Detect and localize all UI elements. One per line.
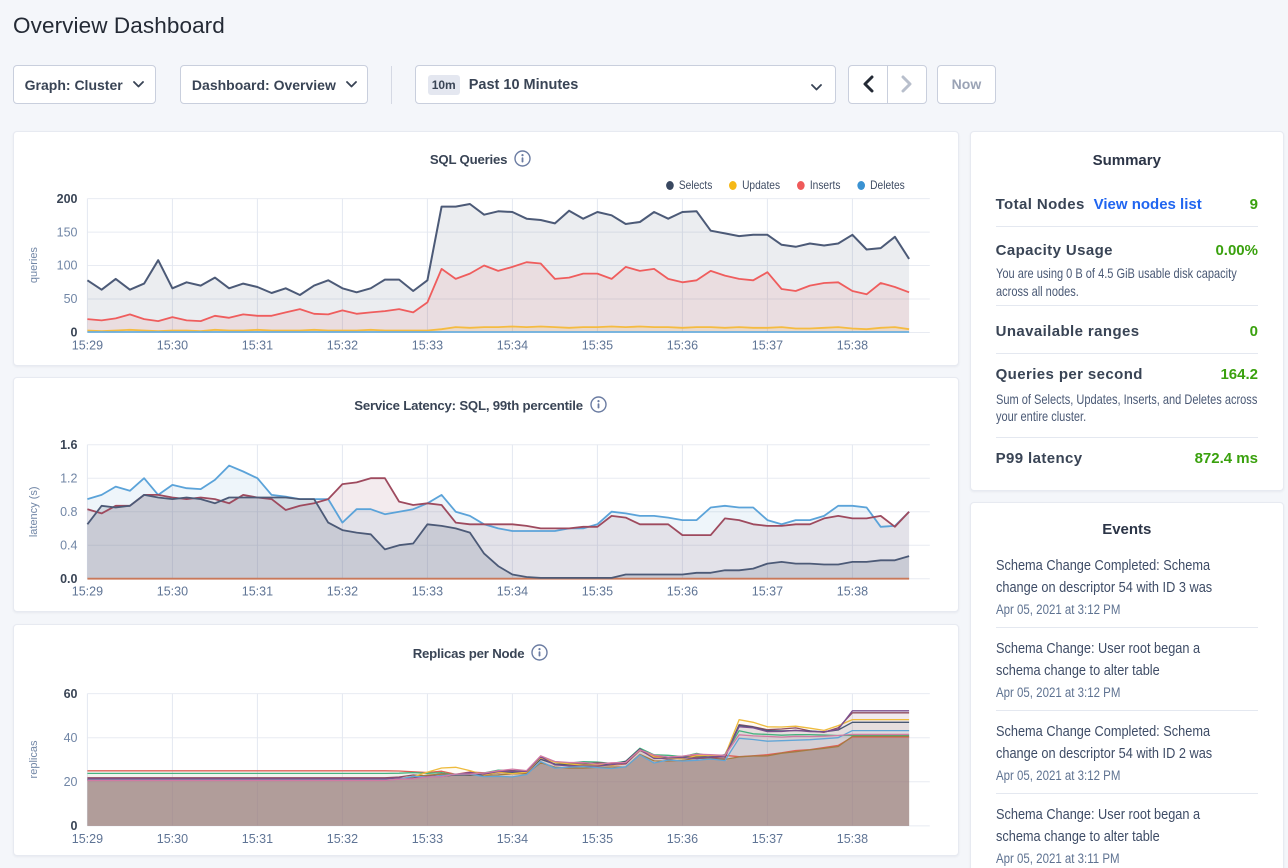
svg-text:200: 200 bbox=[56, 192, 77, 206]
svg-text:15:35: 15:35 bbox=[581, 585, 612, 599]
svg-text:15:29: 15:29 bbox=[71, 831, 102, 845]
svg-text:15:36: 15:36 bbox=[666, 831, 697, 845]
svg-text:15:36: 15:36 bbox=[666, 585, 697, 599]
svg-text:15:30: 15:30 bbox=[156, 338, 187, 352]
svg-text:15:35: 15:35 bbox=[581, 338, 612, 352]
svg-text:queries: queries bbox=[28, 246, 40, 283]
svg-text:15:36: 15:36 bbox=[666, 338, 697, 352]
svg-text:50: 50 bbox=[63, 292, 77, 306]
svg-text:15:37: 15:37 bbox=[751, 585, 782, 599]
svg-text:150: 150 bbox=[56, 225, 77, 239]
svg-text:0.4: 0.4 bbox=[60, 539, 77, 553]
svg-text:1.2: 1.2 bbox=[60, 472, 77, 486]
svg-text:15:32: 15:32 bbox=[326, 831, 357, 845]
svg-text:1.6: 1.6 bbox=[60, 438, 77, 452]
svg-text:15:31: 15:31 bbox=[241, 585, 272, 599]
svg-text:15:30: 15:30 bbox=[156, 585, 187, 599]
svg-text:15:38: 15:38 bbox=[836, 338, 867, 352]
svg-text:15:31: 15:31 bbox=[241, 831, 272, 845]
svg-text:20: 20 bbox=[63, 775, 77, 789]
svg-text:15:31: 15:31 bbox=[241, 338, 272, 352]
svg-text:15:29: 15:29 bbox=[71, 585, 102, 599]
svg-text:15:37: 15:37 bbox=[751, 338, 782, 352]
svg-text:0: 0 bbox=[70, 819, 77, 833]
svg-text:15:34: 15:34 bbox=[496, 338, 527, 352]
svg-text:0.8: 0.8 bbox=[60, 505, 77, 519]
svg-text:60: 60 bbox=[63, 686, 77, 700]
svg-text:0: 0 bbox=[70, 326, 77, 340]
svg-text:15:33: 15:33 bbox=[411, 338, 442, 352]
svg-text:15:38: 15:38 bbox=[836, 831, 867, 845]
svg-text:15:29: 15:29 bbox=[71, 338, 102, 352]
svg-text:latency (s): latency (s) bbox=[28, 487, 40, 538]
svg-text:replicas: replicas bbox=[28, 740, 40, 778]
svg-text:15:33: 15:33 bbox=[411, 585, 442, 599]
svg-text:15:30: 15:30 bbox=[156, 831, 187, 845]
svg-text:15:37: 15:37 bbox=[751, 831, 782, 845]
svg-text:15:34: 15:34 bbox=[496, 831, 527, 845]
svg-text:100: 100 bbox=[56, 259, 77, 273]
svg-text:40: 40 bbox=[63, 730, 77, 744]
svg-text:15:33: 15:33 bbox=[411, 831, 442, 845]
svg-text:15:34: 15:34 bbox=[496, 585, 527, 599]
svg-text:15:32: 15:32 bbox=[326, 585, 357, 599]
svg-text:15:32: 15:32 bbox=[326, 338, 357, 352]
svg-text:0.0: 0.0 bbox=[60, 572, 77, 586]
svg-text:15:35: 15:35 bbox=[581, 831, 612, 845]
svg-text:15:38: 15:38 bbox=[836, 585, 867, 599]
